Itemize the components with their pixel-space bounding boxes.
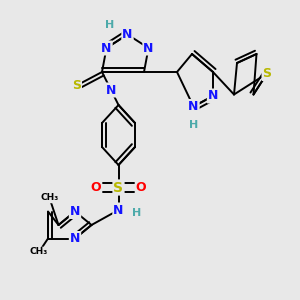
Text: N: N [70,232,80,245]
Text: N: N [106,83,116,97]
Text: N: N [122,28,133,41]
Text: O: O [136,181,146,194]
Text: N: N [188,100,199,113]
Text: N: N [208,89,218,103]
Text: CH₃: CH₃ [40,194,58,202]
Text: S: S [262,67,272,80]
Text: H: H [189,119,198,130]
Text: S: S [72,79,81,92]
Text: N: N [101,41,112,55]
Text: O: O [91,181,101,194]
Text: CH₃: CH₃ [30,248,48,256]
Text: S: S [113,181,124,194]
Text: H: H [105,20,114,31]
Text: N: N [143,41,154,55]
Text: H: H [132,208,141,218]
Text: N: N [70,205,80,218]
Text: N: N [113,203,124,217]
